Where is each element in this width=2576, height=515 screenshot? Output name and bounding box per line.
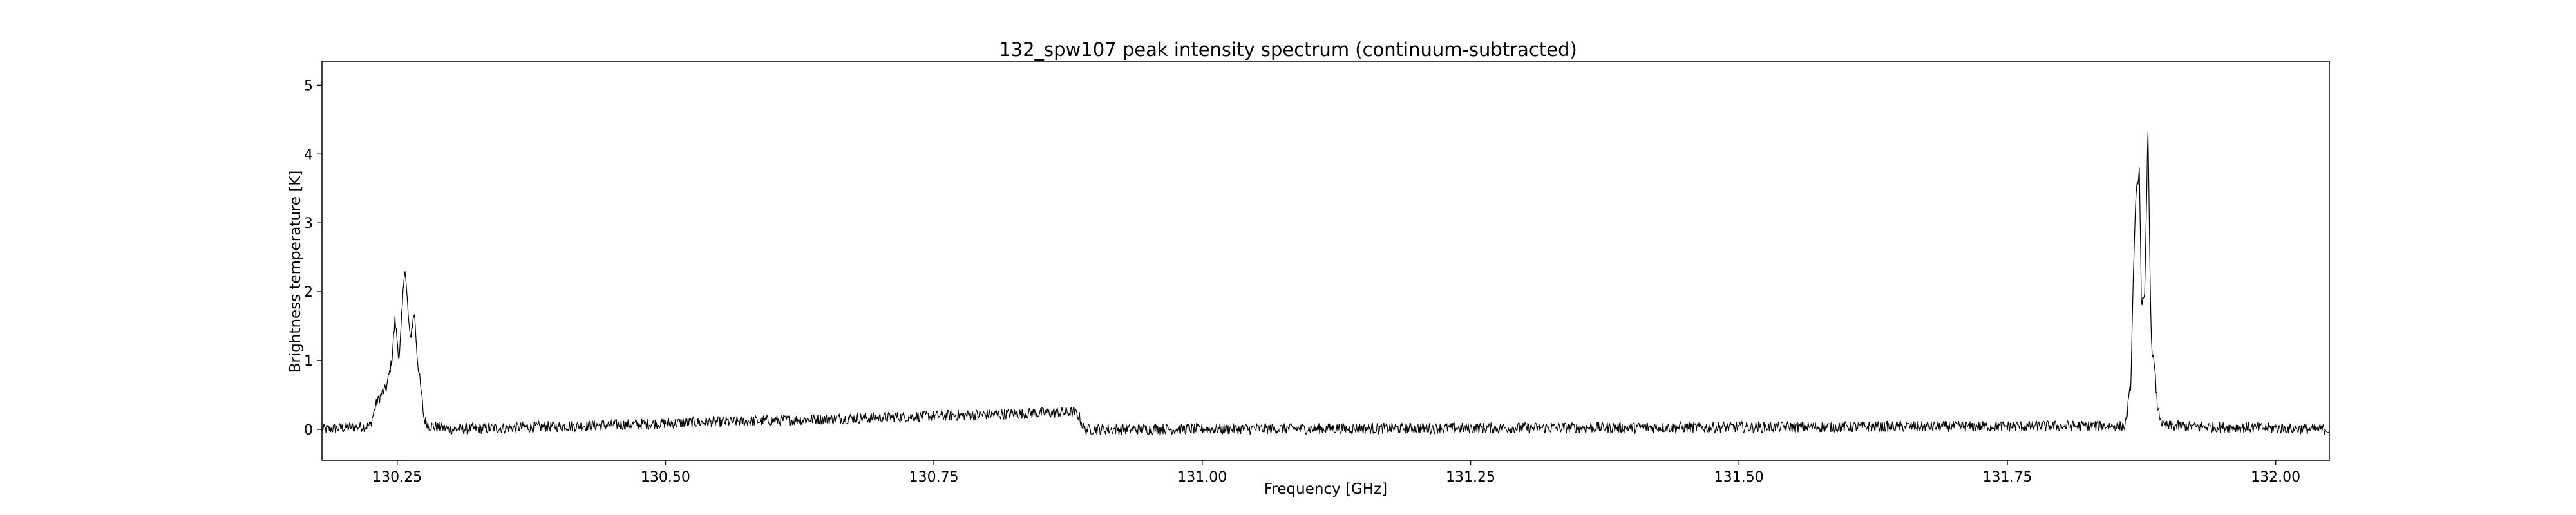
- y-tick-label: 2: [304, 285, 313, 301]
- y-tick-label: 4: [304, 147, 313, 163]
- x-tick-label: 132.00: [2251, 469, 2300, 485]
- x-tick-label: 130.50: [641, 469, 690, 485]
- spectrum-line: [321, 131, 2330, 436]
- x-tick-label: 131.75: [1982, 469, 2032, 485]
- x-tick-label: 130.75: [909, 469, 959, 485]
- chart-title: 132_spw107 peak intensity spectrum (cont…: [999, 39, 1577, 61]
- y-tick-label: 0: [304, 422, 313, 438]
- x-tick-label: 130.25: [372, 469, 422, 485]
- x-tick-label: 131.25: [1446, 469, 1495, 485]
- y-tick-label: 1: [304, 353, 313, 370]
- y-tick-label: 3: [304, 216, 313, 232]
- plot-frame: [321, 61, 2330, 461]
- x-tick-label: 131.00: [1177, 469, 1227, 485]
- x-axis-label: Frequency [GHz]: [1264, 481, 1388, 498]
- x-tick-label: 131.50: [1714, 469, 1764, 485]
- y-tick-label: 5: [304, 78, 313, 94]
